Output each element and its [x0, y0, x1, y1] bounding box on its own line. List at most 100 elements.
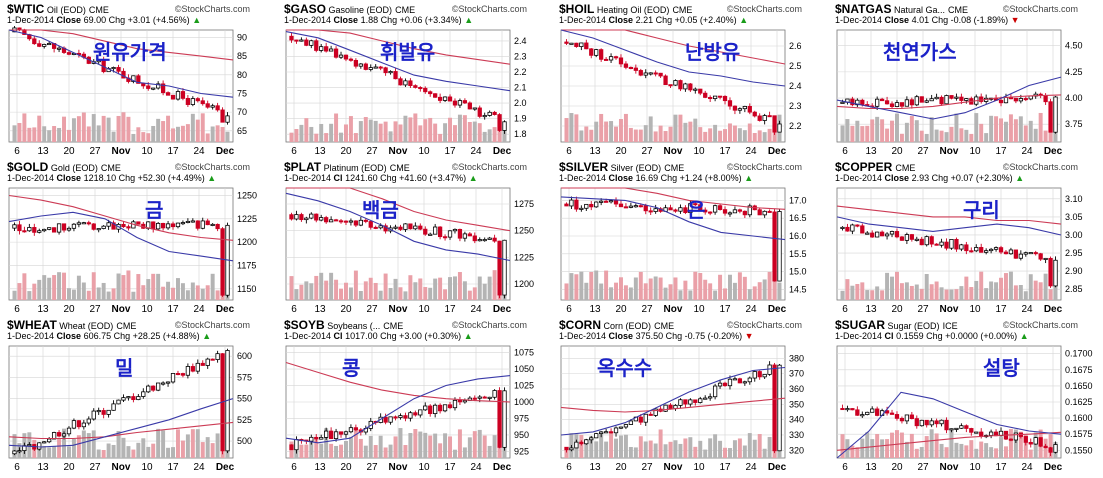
candle-body: [195, 362, 200, 372]
chart-header: $PLAT Platinum (EOD) CME: [284, 160, 410, 174]
volume-bar: [304, 118, 309, 142]
volume-bar: [373, 282, 378, 300]
volume-bar: [658, 429, 663, 458]
volume-bar: [633, 447, 638, 458]
candle-body: [875, 231, 880, 238]
volume-bar: [200, 442, 205, 458]
y-tick-label: 350: [789, 399, 804, 409]
volume-bar: [131, 133, 136, 142]
chart-exchange: CME: [395, 5, 416, 15]
candle-body: [698, 204, 703, 211]
volume-bar: [929, 429, 934, 458]
candle-body: [200, 220, 205, 229]
volume-bar: [708, 128, 713, 142]
volume-bar: [880, 119, 885, 142]
candle-body: [338, 431, 344, 435]
candle-body: [200, 100, 205, 105]
candle-body: [668, 207, 673, 211]
volume-bar: [742, 445, 747, 458]
chart-plot: 6 13 20 27 Nov 10 17 24 Dec 17.0 16.5 16.0 15.5 15.0 1…: [560, 187, 807, 315]
volume-bar: [47, 130, 52, 142]
close-value: 1218.10: [83, 173, 117, 183]
candle-body: [678, 207, 683, 212]
x-tick-label: 10: [141, 462, 153, 473]
volume-bar: [929, 117, 934, 142]
volume-bar: [116, 115, 121, 142]
y-tick-label: 3.05: [1065, 212, 1083, 222]
candle-body: [712, 95, 718, 100]
chart-header: $GOLD Gold (EOD) CME: [7, 160, 121, 174]
x-tick-label: 6: [842, 146, 848, 157]
candle-body: [628, 420, 634, 425]
volume-bar: [180, 440, 185, 458]
candle-body: [594, 201, 599, 208]
candle-body: [747, 205, 752, 216]
y-tick-label: 4.25: [1065, 67, 1083, 77]
volume-bar: [673, 114, 678, 142]
y-tick-label: 16.5: [789, 213, 807, 223]
volume-bar: [324, 280, 329, 300]
moving-average-short: [285, 31, 511, 92]
volume-bar: [131, 449, 136, 458]
chart-exchange: CME: [895, 163, 916, 173]
candle-body: [61, 223, 67, 231]
candle-body: [984, 250, 989, 253]
volume-bar: [688, 290, 693, 300]
x-tick-label: 17: [444, 462, 456, 473]
x-tick-label: Nov: [664, 462, 683, 473]
candle-body: [452, 399, 458, 409]
close-value: 1241.60: [345, 173, 378, 183]
volume-bar: [200, 288, 205, 300]
candle-body: [309, 40, 314, 46]
candle-body: [185, 366, 191, 376]
candle-body: [708, 211, 713, 214]
chart-symbol: $WTIC: [7, 2, 45, 16]
candle-body: [914, 96, 919, 106]
volume-bar: [96, 125, 101, 142]
candle-body: [909, 414, 914, 420]
volume-bar: [200, 113, 205, 142]
volume-bar: [994, 116, 999, 142]
candle-body: [497, 390, 502, 448]
moving-average-short: [285, 375, 511, 444]
volume-bar: [106, 291, 111, 300]
candle-body: [1003, 251, 1009, 255]
chart-header: $GASO Gasoline (EOD) CME: [284, 2, 415, 16]
volume-bar: [37, 444, 42, 458]
candle-body: [964, 98, 969, 101]
volume-bar: [185, 290, 190, 300]
x-tick-label: 24: [745, 304, 757, 315]
candle-body: [61, 433, 67, 437]
volume-bar: [919, 447, 924, 458]
volume-bar: [324, 133, 329, 142]
volume-bar: [151, 125, 156, 142]
volume-bar: [334, 445, 339, 458]
candle-body: [289, 35, 294, 41]
volume-bar: [111, 288, 116, 300]
volume-bar: [76, 116, 81, 142]
candle-body: [683, 83, 688, 90]
volume-bar: [210, 126, 215, 142]
x-tick-label: Nov: [389, 304, 408, 315]
candle-body: [988, 248, 994, 252]
volume-bar: [757, 434, 762, 458]
change-value: Chg -0.75 (-0.20%): [665, 331, 743, 341]
x-tick-label: 27: [89, 304, 101, 315]
candle-body: [447, 96, 453, 102]
change-value: Chg -0.08 (-1.89%): [931, 15, 1009, 25]
y-tick-label: 0.1550: [1065, 445, 1093, 455]
volume-bar: [1043, 273, 1048, 300]
candle-body: [727, 100, 733, 107]
chart-exchange: CME: [116, 321, 137, 331]
chart-subheader: 1-Dec-2014 Cl 1241.60 Chg +41.60 (+3.47%…: [284, 173, 478, 183]
candle-body: [497, 240, 502, 296]
candle-body: [27, 227, 32, 232]
volume-bar: [924, 133, 929, 142]
candle-body: [12, 450, 17, 455]
volume-bar: [309, 283, 314, 300]
volume-bar: [762, 448, 767, 458]
change-value: Chg +3.00 (+0.30%): [380, 331, 462, 341]
volume-bar: [52, 446, 57, 458]
candle-body: [732, 378, 738, 381]
candle-body: [594, 49, 599, 56]
